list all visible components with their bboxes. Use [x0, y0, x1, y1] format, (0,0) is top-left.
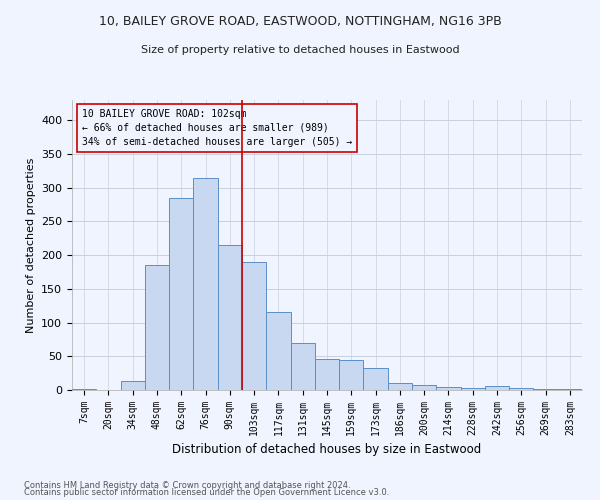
Bar: [72, 388, 96, 390]
Bar: [558, 388, 582, 390]
Text: 10 BAILEY GROVE ROAD: 102sqm
← 66% of detached houses are smaller (989)
34% of s: 10 BAILEY GROVE ROAD: 102sqm ← 66% of de…: [82, 108, 352, 146]
Bar: [315, 359, 339, 390]
Bar: [509, 388, 533, 390]
Bar: [266, 312, 290, 390]
Text: Contains HM Land Registry data © Crown copyright and database right 2024.: Contains HM Land Registry data © Crown c…: [24, 480, 350, 490]
Bar: [461, 388, 485, 390]
Bar: [145, 265, 169, 390]
Bar: [193, 178, 218, 390]
Bar: [169, 198, 193, 390]
Text: Size of property relative to detached houses in Eastwood: Size of property relative to detached ho…: [140, 45, 460, 55]
Bar: [533, 388, 558, 390]
Bar: [412, 384, 436, 390]
Bar: [121, 381, 145, 390]
Bar: [290, 343, 315, 390]
Bar: [218, 245, 242, 390]
Bar: [485, 386, 509, 390]
Bar: [436, 386, 461, 390]
Bar: [388, 384, 412, 390]
Y-axis label: Number of detached properties: Number of detached properties: [26, 158, 35, 332]
Text: 10, BAILEY GROVE ROAD, EASTWOOD, NOTTINGHAM, NG16 3PB: 10, BAILEY GROVE ROAD, EASTWOOD, NOTTING…: [98, 15, 502, 28]
Bar: [339, 360, 364, 390]
Text: Contains public sector information licensed under the Open Government Licence v3: Contains public sector information licen…: [24, 488, 389, 497]
Bar: [242, 262, 266, 390]
Bar: [364, 368, 388, 390]
X-axis label: Distribution of detached houses by size in Eastwood: Distribution of detached houses by size …: [172, 444, 482, 456]
